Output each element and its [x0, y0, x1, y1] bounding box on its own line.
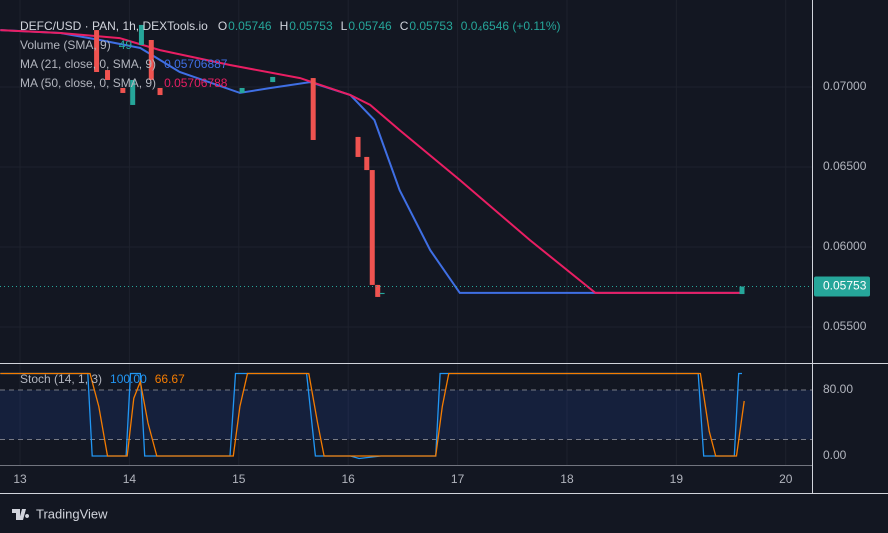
candle-body [138, 24, 144, 45]
layers: 0.05500 0.06000 0.06500 0.07000 0.05753 DEFC/… [0, 0, 870, 486]
candle-body [94, 30, 100, 72]
y-tick-label: 0.07000 [823, 79, 867, 93]
candle-body [310, 78, 316, 140]
indicator-value: 0.05706788 [164, 76, 228, 90]
x-tick-label: 19 [670, 472, 684, 486]
indicator-name: MA (21, close, 0, SMA, 9) [20, 57, 156, 71]
y-tick-label: 0.00 [823, 448, 847, 462]
ohlc-value: 0.05753 [409, 19, 453, 33]
x-tick-label: 13 [13, 472, 27, 486]
x-tick-label: 16 [342, 472, 356, 486]
candle-body [375, 284, 381, 297]
indicator-value: 49 [119, 38, 133, 52]
ma-line [0, 29, 740, 294]
price-change: 0.0₄6546 (+0.11%) [461, 19, 561, 33]
x-tick-label: 18 [560, 472, 574, 486]
candle-body [355, 136, 361, 157]
y-tick-label: 0.06500 [823, 159, 867, 173]
ohlc-value: 0.05746 [228, 19, 272, 33]
last-price-label: 0.05753 [823, 279, 867, 293]
ohlc-label: H [280, 19, 289, 33]
candle-body [105, 70, 111, 80]
indicator-value: 0.05706887 [164, 57, 228, 71]
candle-body [739, 286, 745, 295]
stoch-line [0, 372, 742, 460]
candle-body [379, 292, 385, 295]
y-tick-label: 0.06000 [823, 239, 867, 253]
stoch-line [0, 372, 745, 457]
candle-body [369, 170, 375, 285]
x-tick-label: 17 [451, 472, 465, 486]
ohlc-label: C [400, 19, 409, 33]
x-tick-label: 15 [232, 472, 246, 486]
candle-body [148, 39, 154, 80]
candle-body [239, 87, 245, 93]
logo: TradingView [12, 506, 108, 521]
x-tick-label: 14 [123, 472, 137, 486]
candle-body [120, 87, 126, 93]
last-price-box [814, 276, 870, 297]
indicator-name: Stoch (14, 1, 3) [20, 372, 102, 386]
x-tick-label: 20 [779, 472, 793, 486]
indicator-value: 100.00 [110, 372, 147, 386]
ohlc-label: O [218, 19, 227, 33]
symbol-title: DEFC/USD · PAN, 1h, DEXTools.io [20, 19, 208, 33]
ohlc-value: 0.05746 [348, 19, 392, 33]
logo-mark [12, 509, 30, 520]
stoch-band [0, 389, 812, 440]
ohlc-label: L [341, 19, 348, 33]
candle-body [130, 79, 136, 105]
brand: TradingView [36, 506, 108, 521]
indicator-value: 66.67 [155, 372, 185, 386]
indicator-name: MA (50, close, 0, SMA, 9) [20, 76, 156, 90]
candle-body [270, 76, 276, 83]
ohlc-value: 0.05753 [289, 19, 333, 33]
y-tick-label: 0.05500 [823, 319, 867, 333]
candle-body [157, 87, 163, 96]
y-tick-label: 80.00 [823, 382, 853, 396]
indicator-name: Volume (SMA, 9) [20, 38, 111, 52]
candle-body [364, 156, 370, 171]
ma-line [0, 29, 740, 294]
